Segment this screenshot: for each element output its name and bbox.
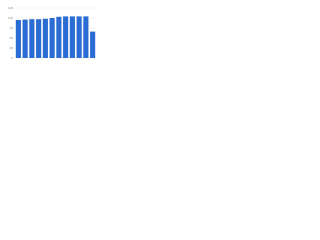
bar — [22, 19, 28, 59]
bar — [49, 18, 55, 58]
y-tick-label: 75 — [10, 26, 14, 30]
chart: 0 25 50 75 100 125 — [8, 6, 96, 60]
bar — [29, 19, 35, 58]
bar — [76, 16, 82, 58]
y-tick-label: 0 — [11, 56, 13, 60]
bar — [83, 16, 89, 58]
bar — [15, 20, 21, 58]
bar — [56, 16, 62, 58]
bar — [90, 31, 96, 58]
y-tick-label: 25 — [10, 46, 14, 50]
bar — [63, 16, 69, 58]
bar — [36, 19, 42, 58]
y-tick-label: 50 — [10, 36, 14, 40]
y-tick-label: 125 — [8, 6, 13, 10]
bar — [69, 16, 75, 58]
y-tick-label: 100 — [8, 16, 13, 20]
bar — [42, 18, 48, 58]
